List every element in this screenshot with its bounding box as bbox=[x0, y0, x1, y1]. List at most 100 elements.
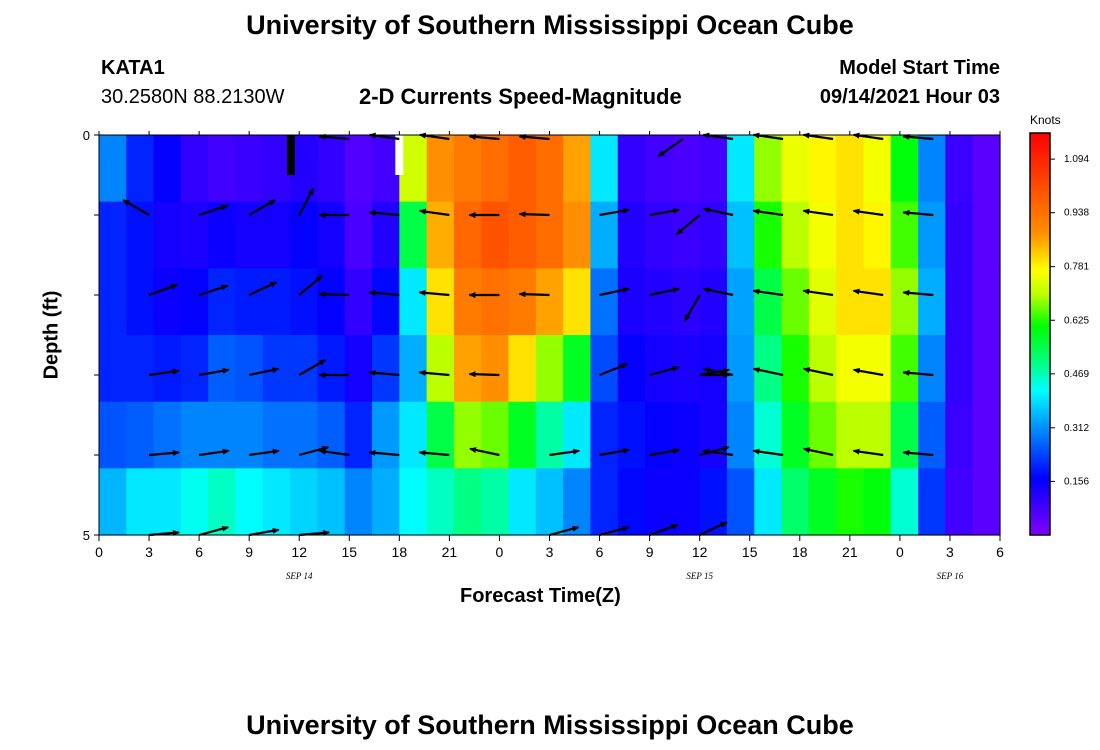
x-tick-label: 3 bbox=[546, 544, 554, 560]
current-vector bbox=[802, 367, 834, 377]
heatmap-cell bbox=[863, 335, 892, 403]
heatmap-cell bbox=[126, 468, 155, 536]
heatmap-cell bbox=[535, 268, 564, 336]
current-vector bbox=[852, 288, 884, 297]
current-vector bbox=[752, 448, 784, 457]
current-vector bbox=[248, 367, 280, 377]
heatmap-cell bbox=[972, 401, 1001, 469]
heatmap-cell bbox=[344, 268, 373, 336]
heatmap-cell bbox=[208, 468, 237, 536]
plot-title: 2-D Currents Speed-Magnitude bbox=[359, 84, 682, 109]
heatmap-cell bbox=[180, 135, 209, 203]
heatmap-cell bbox=[153, 468, 182, 536]
heatmap-cell bbox=[99, 335, 127, 403]
heatmap-cell bbox=[972, 468, 1001, 536]
heatmap-cell bbox=[617, 201, 646, 269]
heatmap-cell bbox=[372, 135, 400, 203]
heatmap-cell bbox=[344, 468, 373, 536]
heatmap-cell bbox=[453, 135, 482, 203]
x-axis-label: Forecast Time(Z) bbox=[460, 585, 621, 607]
heatmap-cell bbox=[126, 401, 155, 469]
heatmap-cell bbox=[726, 401, 755, 469]
current-vector bbox=[683, 294, 701, 322]
x-tick-label: 12 bbox=[291, 544, 307, 560]
heatmap-cell bbox=[890, 135, 919, 203]
heatmap-cell bbox=[481, 401, 510, 469]
current-vector bbox=[298, 274, 323, 296]
heatmap-cell bbox=[344, 401, 373, 469]
current-vector bbox=[802, 447, 834, 457]
heatmap-cell bbox=[153, 201, 182, 269]
heatmap-cell bbox=[617, 335, 646, 403]
current-vector bbox=[549, 525, 580, 537]
heatmap-cell bbox=[726, 201, 755, 269]
current-vector bbox=[702, 367, 734, 377]
current-vector bbox=[149, 449, 180, 457]
heatmap-cell bbox=[235, 135, 264, 203]
x-tick-label: 0 bbox=[896, 544, 904, 560]
current-vector bbox=[699, 521, 728, 536]
heatmap-cell bbox=[399, 268, 428, 336]
heatmap-cell bbox=[617, 268, 646, 336]
current-vector bbox=[418, 289, 450, 297]
heatmap-cell bbox=[918, 201, 946, 269]
heatmap-cell bbox=[726, 268, 755, 336]
heatmap-cell bbox=[508, 468, 537, 536]
heatmap-cell bbox=[262, 268, 291, 336]
heatmap-cell bbox=[890, 268, 919, 336]
heatmap-cell bbox=[453, 268, 482, 336]
current-vector bbox=[902, 369, 934, 377]
heatmap-cell bbox=[235, 468, 264, 536]
current-vector bbox=[148, 368, 180, 377]
heatmap-cell bbox=[945, 335, 974, 403]
colorbar-tick-label: 0.156 bbox=[1064, 476, 1089, 487]
heatmap-cell bbox=[344, 201, 373, 269]
heatmap-cell bbox=[699, 268, 728, 336]
current-vector bbox=[318, 448, 350, 457]
heatmap-cell bbox=[99, 468, 127, 536]
current-vector bbox=[248, 199, 276, 216]
heatmap-cell bbox=[508, 268, 537, 336]
heatmap-cell bbox=[836, 135, 865, 203]
current-vector bbox=[298, 445, 330, 457]
time-marker bbox=[395, 135, 404, 175]
y-tick-label: 0 bbox=[83, 128, 90, 143]
current-vector bbox=[418, 208, 450, 217]
current-vector bbox=[418, 449, 450, 457]
heatmap-cell bbox=[699, 468, 728, 536]
heatmap-cell bbox=[590, 135, 619, 203]
x-tick-label: 15 bbox=[341, 544, 357, 560]
heatmap-cell bbox=[481, 135, 510, 203]
heatmap-cell bbox=[754, 401, 783, 469]
heatmap-cell bbox=[99, 201, 127, 269]
heatmap-cell bbox=[180, 268, 209, 336]
heatmap-cell bbox=[426, 468, 455, 536]
current-vector bbox=[198, 204, 229, 217]
current-vector bbox=[122, 199, 150, 216]
heatmap-cell bbox=[208, 201, 237, 269]
heatmap-cell bbox=[262, 468, 291, 536]
heatmap-cell bbox=[399, 468, 428, 536]
x-tick-label: 9 bbox=[245, 544, 253, 560]
heatmap-cell bbox=[945, 135, 974, 203]
colorbar-tick-label: 0.469 bbox=[1064, 369, 1089, 380]
heatmap-cell bbox=[399, 335, 428, 403]
x-tick-label: 12 bbox=[692, 544, 708, 560]
current-vector bbox=[198, 284, 229, 297]
current-vector bbox=[198, 448, 230, 457]
footer-title: University of Southern Mississippi Ocean… bbox=[246, 710, 854, 740]
y-tick-label: 5 bbox=[83, 528, 90, 543]
heatmap-cell bbox=[781, 268, 810, 336]
heatmap-cell bbox=[317, 268, 346, 336]
heatmap-cell bbox=[262, 401, 291, 469]
heatmap-cell bbox=[699, 135, 728, 203]
heatmap-cell bbox=[945, 401, 974, 469]
heatmap-cell bbox=[563, 401, 592, 469]
heatmap-cell bbox=[180, 468, 209, 536]
current-vector bbox=[368, 209, 400, 217]
heatmap-cell bbox=[754, 135, 783, 203]
heatmap-cell bbox=[918, 401, 946, 469]
heatmap-cell bbox=[317, 335, 346, 403]
current-vector bbox=[599, 525, 630, 537]
heatmap-cell bbox=[372, 201, 400, 269]
